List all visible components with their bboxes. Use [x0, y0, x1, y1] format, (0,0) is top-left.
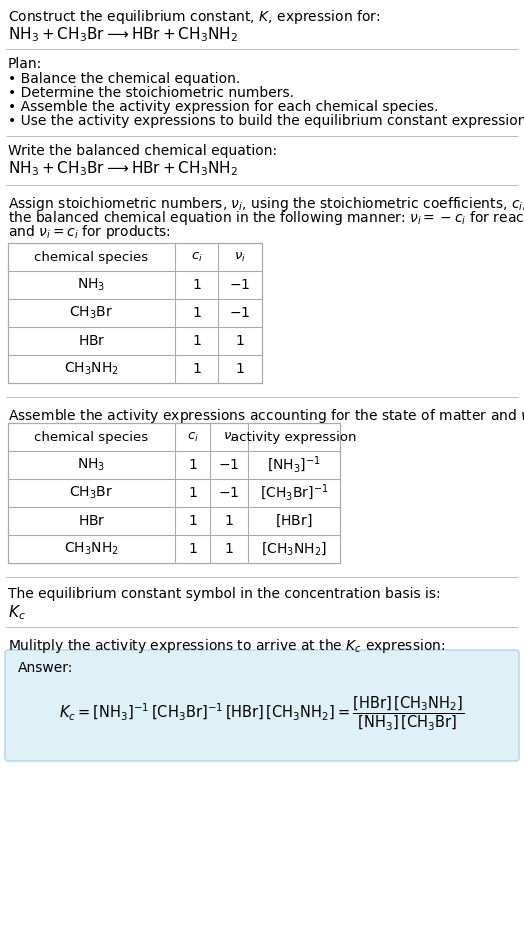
- Text: $[\mathrm{CH_3Br}]^{-1}$: $[\mathrm{CH_3Br}]^{-1}$: [260, 483, 328, 503]
- Text: and $\nu_i = c_i$ for products:: and $\nu_i = c_i$ for products:: [8, 223, 171, 241]
- Text: 1: 1: [192, 306, 201, 320]
- Bar: [8, 243, 262, 383]
- Text: The equilibrium constant symbol in the concentration basis is:: The equilibrium constant symbol in the c…: [8, 587, 441, 601]
- Text: Plan:: Plan:: [8, 57, 42, 71]
- Text: $1$: $1$: [224, 542, 234, 556]
- Text: $-1$: $-1$: [230, 278, 250, 292]
- Text: $\nu_i$: $\nu_i$: [234, 251, 246, 264]
- Text: $\mathrm{NH_3 + CH_3Br \longrightarrow HBr + CH_3NH_2}$: $\mathrm{NH_3 + CH_3Br \longrightarrow H…: [8, 159, 238, 177]
- Text: the balanced chemical equation in the following manner: $\nu_i = -c_i$ for react: the balanced chemical equation in the fo…: [8, 209, 524, 227]
- Text: • Assemble the activity expression for each chemical species.: • Assemble the activity expression for e…: [8, 100, 439, 114]
- Text: $\mathrm{HBr}$: $\mathrm{HBr}$: [78, 334, 105, 348]
- Text: $\mathrm{HBr}$: $\mathrm{HBr}$: [78, 514, 105, 528]
- Text: Mulitply the activity expressions to arrive at the $K_c$ expression:: Mulitply the activity expressions to arr…: [8, 637, 445, 655]
- Text: 1: 1: [188, 486, 197, 500]
- Text: Answer:: Answer:: [18, 661, 73, 675]
- Text: $\mathrm{CH_3Br}$: $\mathrm{CH_3Br}$: [70, 305, 114, 321]
- Text: • Balance the chemical equation.: • Balance the chemical equation.: [8, 72, 240, 86]
- Text: • Use the activity expressions to build the equilibrium constant expression.: • Use the activity expressions to build …: [8, 114, 524, 128]
- Text: $[\mathrm{CH_3NH_2}]$: $[\mathrm{CH_3NH_2}]$: [261, 541, 327, 557]
- Text: $\mathrm{CH_3NH_2}$: $\mathrm{CH_3NH_2}$: [64, 541, 119, 557]
- Text: $\mathrm{CH_3Br}$: $\mathrm{CH_3Br}$: [70, 485, 114, 501]
- Text: $[\mathrm{NH_3}]^{-1}$: $[\mathrm{NH_3}]^{-1}$: [267, 455, 321, 475]
- FancyBboxPatch shape: [5, 650, 519, 761]
- Text: 1: 1: [188, 514, 197, 528]
- Text: $-1$: $-1$: [219, 486, 239, 500]
- Text: $K_c = [\mathrm{NH_3}]^{-1}\,[\mathrm{CH_3Br}]^{-1}\,[\mathrm{HBr}]\,[\mathrm{CH: $K_c = [\mathrm{NH_3}]^{-1}\,[\mathrm{CH…: [59, 695, 465, 733]
- Text: Construct the equilibrium constant, $K$, expression for:: Construct the equilibrium constant, $K$,…: [8, 8, 380, 26]
- Text: $c_i$: $c_i$: [191, 251, 202, 264]
- Bar: [8, 423, 340, 563]
- Text: $\mathrm{NH_3}$: $\mathrm{NH_3}$: [78, 456, 106, 474]
- Text: Assign stoichiometric numbers, $\nu_i$, using the stoichiometric coefficients, $: Assign stoichiometric numbers, $\nu_i$, …: [8, 195, 524, 213]
- Text: $1$: $1$: [224, 514, 234, 528]
- Text: • Determine the stoichiometric numbers.: • Determine the stoichiometric numbers.: [8, 86, 294, 100]
- Text: $-1$: $-1$: [230, 306, 250, 320]
- Text: 1: 1: [192, 334, 201, 348]
- Text: $\mathrm{NH_3 + CH_3Br \longrightarrow HBr + CH_3NH_2}$: $\mathrm{NH_3 + CH_3Br \longrightarrow H…: [8, 25, 238, 44]
- Text: $1$: $1$: [235, 362, 245, 376]
- Text: chemical species: chemical species: [35, 251, 149, 264]
- Text: $\mathrm{NH_3}$: $\mathrm{NH_3}$: [78, 277, 106, 293]
- Text: $-1$: $-1$: [219, 458, 239, 472]
- Text: $\nu_i$: $\nu_i$: [223, 431, 235, 443]
- Text: activity expression: activity expression: [231, 431, 357, 443]
- Text: $1$: $1$: [235, 334, 245, 348]
- Text: 1: 1: [188, 542, 197, 556]
- Text: chemical species: chemical species: [35, 431, 149, 443]
- Text: 1: 1: [188, 458, 197, 472]
- Text: $\mathrm{CH_3NH_2}$: $\mathrm{CH_3NH_2}$: [64, 361, 119, 377]
- Text: 1: 1: [192, 362, 201, 376]
- Text: $[\mathrm{HBr}]$: $[\mathrm{HBr}]$: [275, 512, 313, 530]
- Text: $c_i$: $c_i$: [187, 431, 199, 443]
- Text: Write the balanced chemical equation:: Write the balanced chemical equation:: [8, 144, 277, 158]
- Text: Assemble the activity expressions accounting for the state of matter and $\nu_i$: Assemble the activity expressions accoun…: [8, 407, 524, 425]
- Text: $K_c$: $K_c$: [8, 603, 26, 622]
- Text: 1: 1: [192, 278, 201, 292]
